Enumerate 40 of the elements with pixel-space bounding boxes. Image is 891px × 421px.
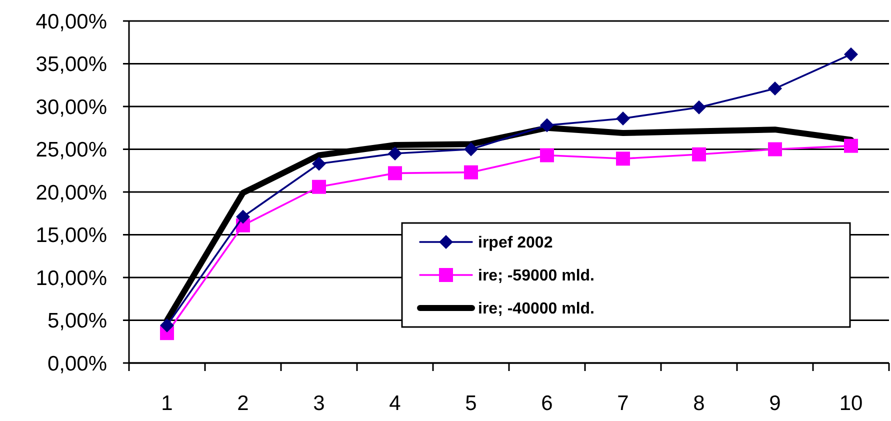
y-tick-label: 15,00% xyxy=(36,224,107,248)
x-tick-label: 3 xyxy=(313,392,325,415)
x-tick-label: 4 xyxy=(389,392,402,415)
x-tick-label: 6 xyxy=(541,392,553,415)
x-tick-label: 10 xyxy=(839,392,863,415)
point xyxy=(692,100,706,114)
point xyxy=(844,47,858,62)
point xyxy=(236,210,250,224)
y-tick-label: 0,00% xyxy=(47,352,107,376)
point xyxy=(540,148,554,162)
y-tick-label: 25,00% xyxy=(36,138,107,162)
legend-label: ire; -40000 mld. xyxy=(478,300,594,318)
point xyxy=(388,166,402,180)
x-tick-label: 2 xyxy=(237,392,249,415)
point xyxy=(616,152,630,166)
y-tick-label: 35,00% xyxy=(36,53,107,76)
x-tick-label: 8 xyxy=(693,392,705,415)
point xyxy=(312,156,326,171)
point xyxy=(616,111,630,126)
x-tick-label: 7 xyxy=(617,392,629,415)
x-tick-label: 9 xyxy=(769,392,781,415)
x-tick-label: 1 xyxy=(161,392,173,415)
legend-label: irpef 2002 xyxy=(478,234,553,252)
point xyxy=(388,146,402,161)
y-tick-label: 30,00% xyxy=(36,96,107,119)
point xyxy=(768,142,782,156)
point xyxy=(464,142,478,156)
point xyxy=(312,180,326,194)
y-tick-label: 5,00% xyxy=(47,310,107,333)
x-tick-label: 5 xyxy=(465,392,477,415)
legend-label: ire; -59000 mld. xyxy=(478,268,594,285)
point xyxy=(540,118,554,132)
point xyxy=(160,318,174,332)
y-tick-label: 20,00% xyxy=(36,181,107,204)
point xyxy=(464,165,478,180)
y-tick-label: 10,00% xyxy=(36,266,107,290)
point xyxy=(844,138,858,153)
point xyxy=(768,82,782,96)
point xyxy=(692,147,706,162)
y-tick-label: 40,00% xyxy=(36,10,107,34)
